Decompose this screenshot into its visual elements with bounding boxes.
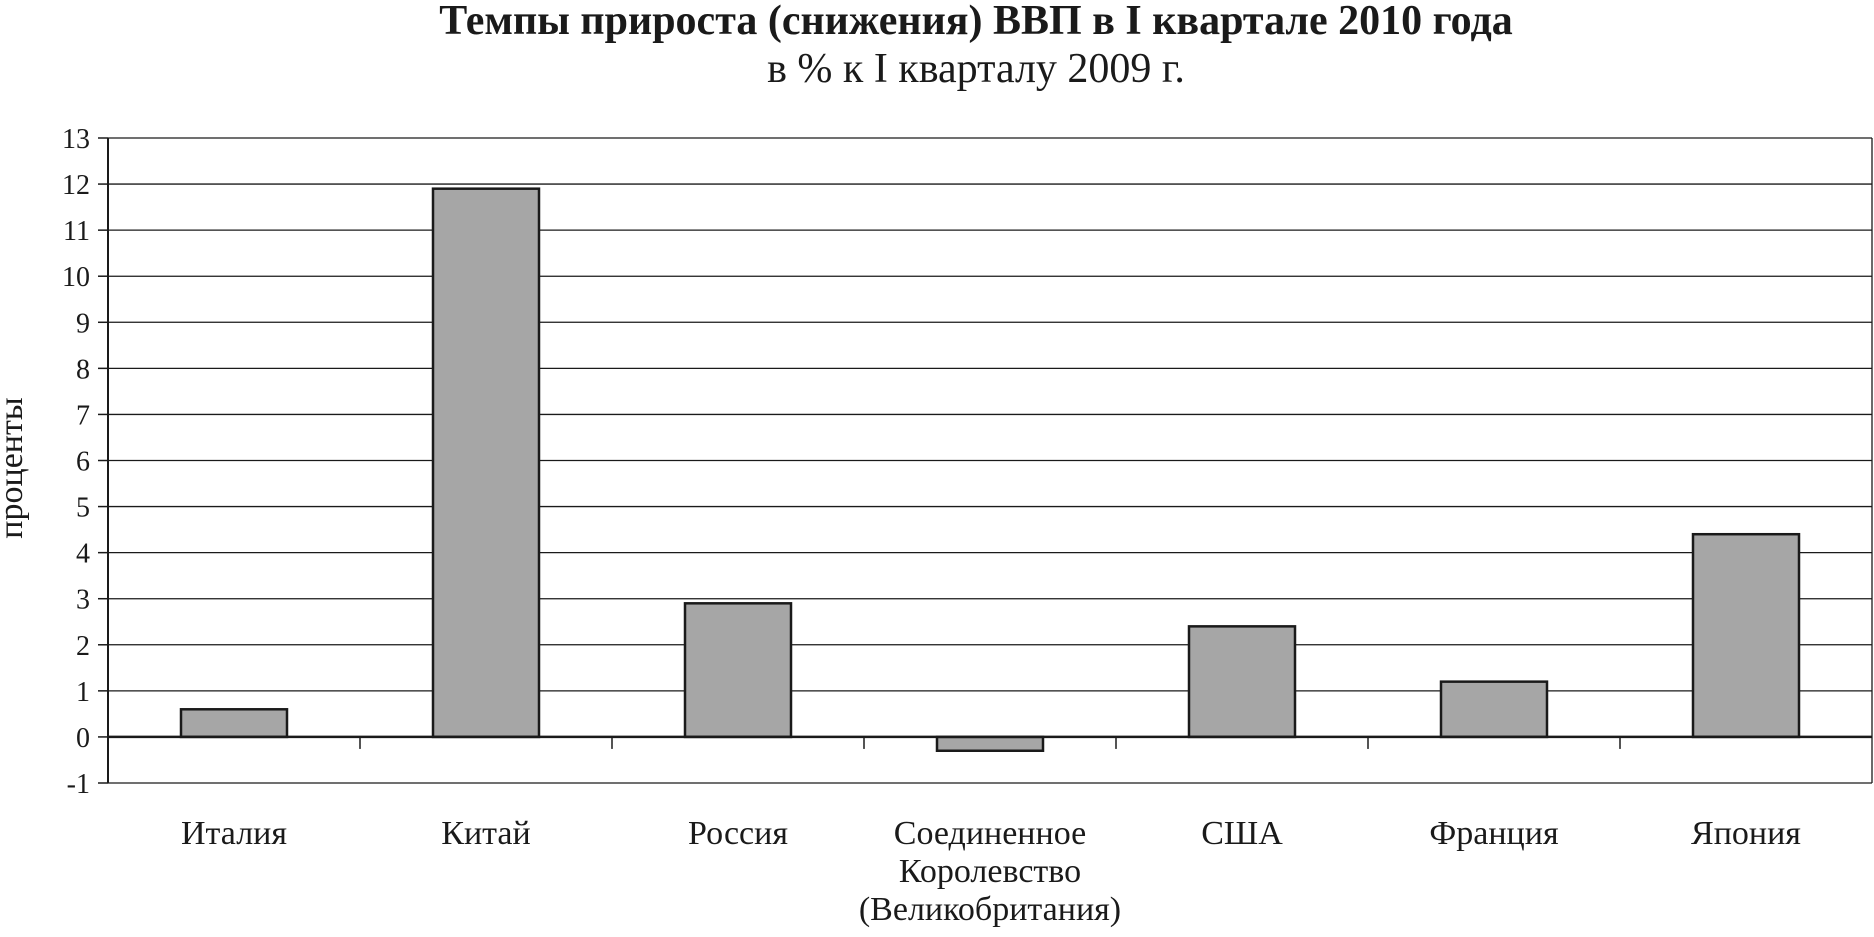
bar xyxy=(431,187,541,739)
y-tick-label: 12 xyxy=(62,170,90,201)
chart-subtitle: в % к I кварталу 2009 г. xyxy=(767,46,1185,92)
y-tick-label: 8 xyxy=(76,354,90,385)
y-tick-label: 4 xyxy=(76,539,90,570)
x-category-label: Италия xyxy=(181,815,287,852)
x-category-label-line: Япония xyxy=(1691,815,1801,852)
y-tick-label: 11 xyxy=(63,216,90,247)
bar xyxy=(1439,680,1549,739)
y-tick-label: -1 xyxy=(67,769,90,800)
chart-title: Темпы прироста (снижения) ВВП в I кварта… xyxy=(439,0,1512,44)
x-category-label-line: (Великобритания) xyxy=(859,891,1121,928)
bar xyxy=(1187,625,1297,739)
x-category-label: Китай xyxy=(441,815,530,852)
bar xyxy=(1691,532,1801,739)
x-category-label-line: Россия xyxy=(688,815,788,852)
y-tick-label: 0 xyxy=(76,723,90,754)
x-category-label: Соединенное Королевство (Великобритания) xyxy=(859,815,1121,928)
x-category-label: США xyxy=(1201,815,1283,852)
y-tick-label: 9 xyxy=(76,308,90,339)
bar xyxy=(179,708,289,739)
y-tick-label: 1 xyxy=(76,677,90,708)
x-category-label: Россия xyxy=(688,815,788,852)
x-category-label-line: Китай xyxy=(441,815,530,852)
y-tick-label: 2 xyxy=(76,631,90,662)
bar xyxy=(935,735,1045,753)
x-category-label-line: Соединенное xyxy=(894,815,1086,852)
y-tick-label: 3 xyxy=(76,585,90,616)
y-tick-label: 7 xyxy=(76,400,90,431)
x-category-label-line: Королевство xyxy=(899,853,1081,890)
x-category-label-line: Франция xyxy=(1429,815,1559,852)
y-tick-label: 10 xyxy=(62,262,90,293)
x-category-label-line: США xyxy=(1201,815,1283,852)
x-category-label: Франция xyxy=(1429,815,1559,852)
y-tick-label: 13 xyxy=(62,124,90,155)
bar xyxy=(683,602,793,739)
x-category-label: Япония xyxy=(1691,815,1801,852)
x-category-label-line: Италия xyxy=(181,815,287,852)
y-tick-label: 5 xyxy=(76,493,90,524)
y-axis-label: проценты xyxy=(0,397,30,539)
y-tick-label: 6 xyxy=(76,447,90,478)
